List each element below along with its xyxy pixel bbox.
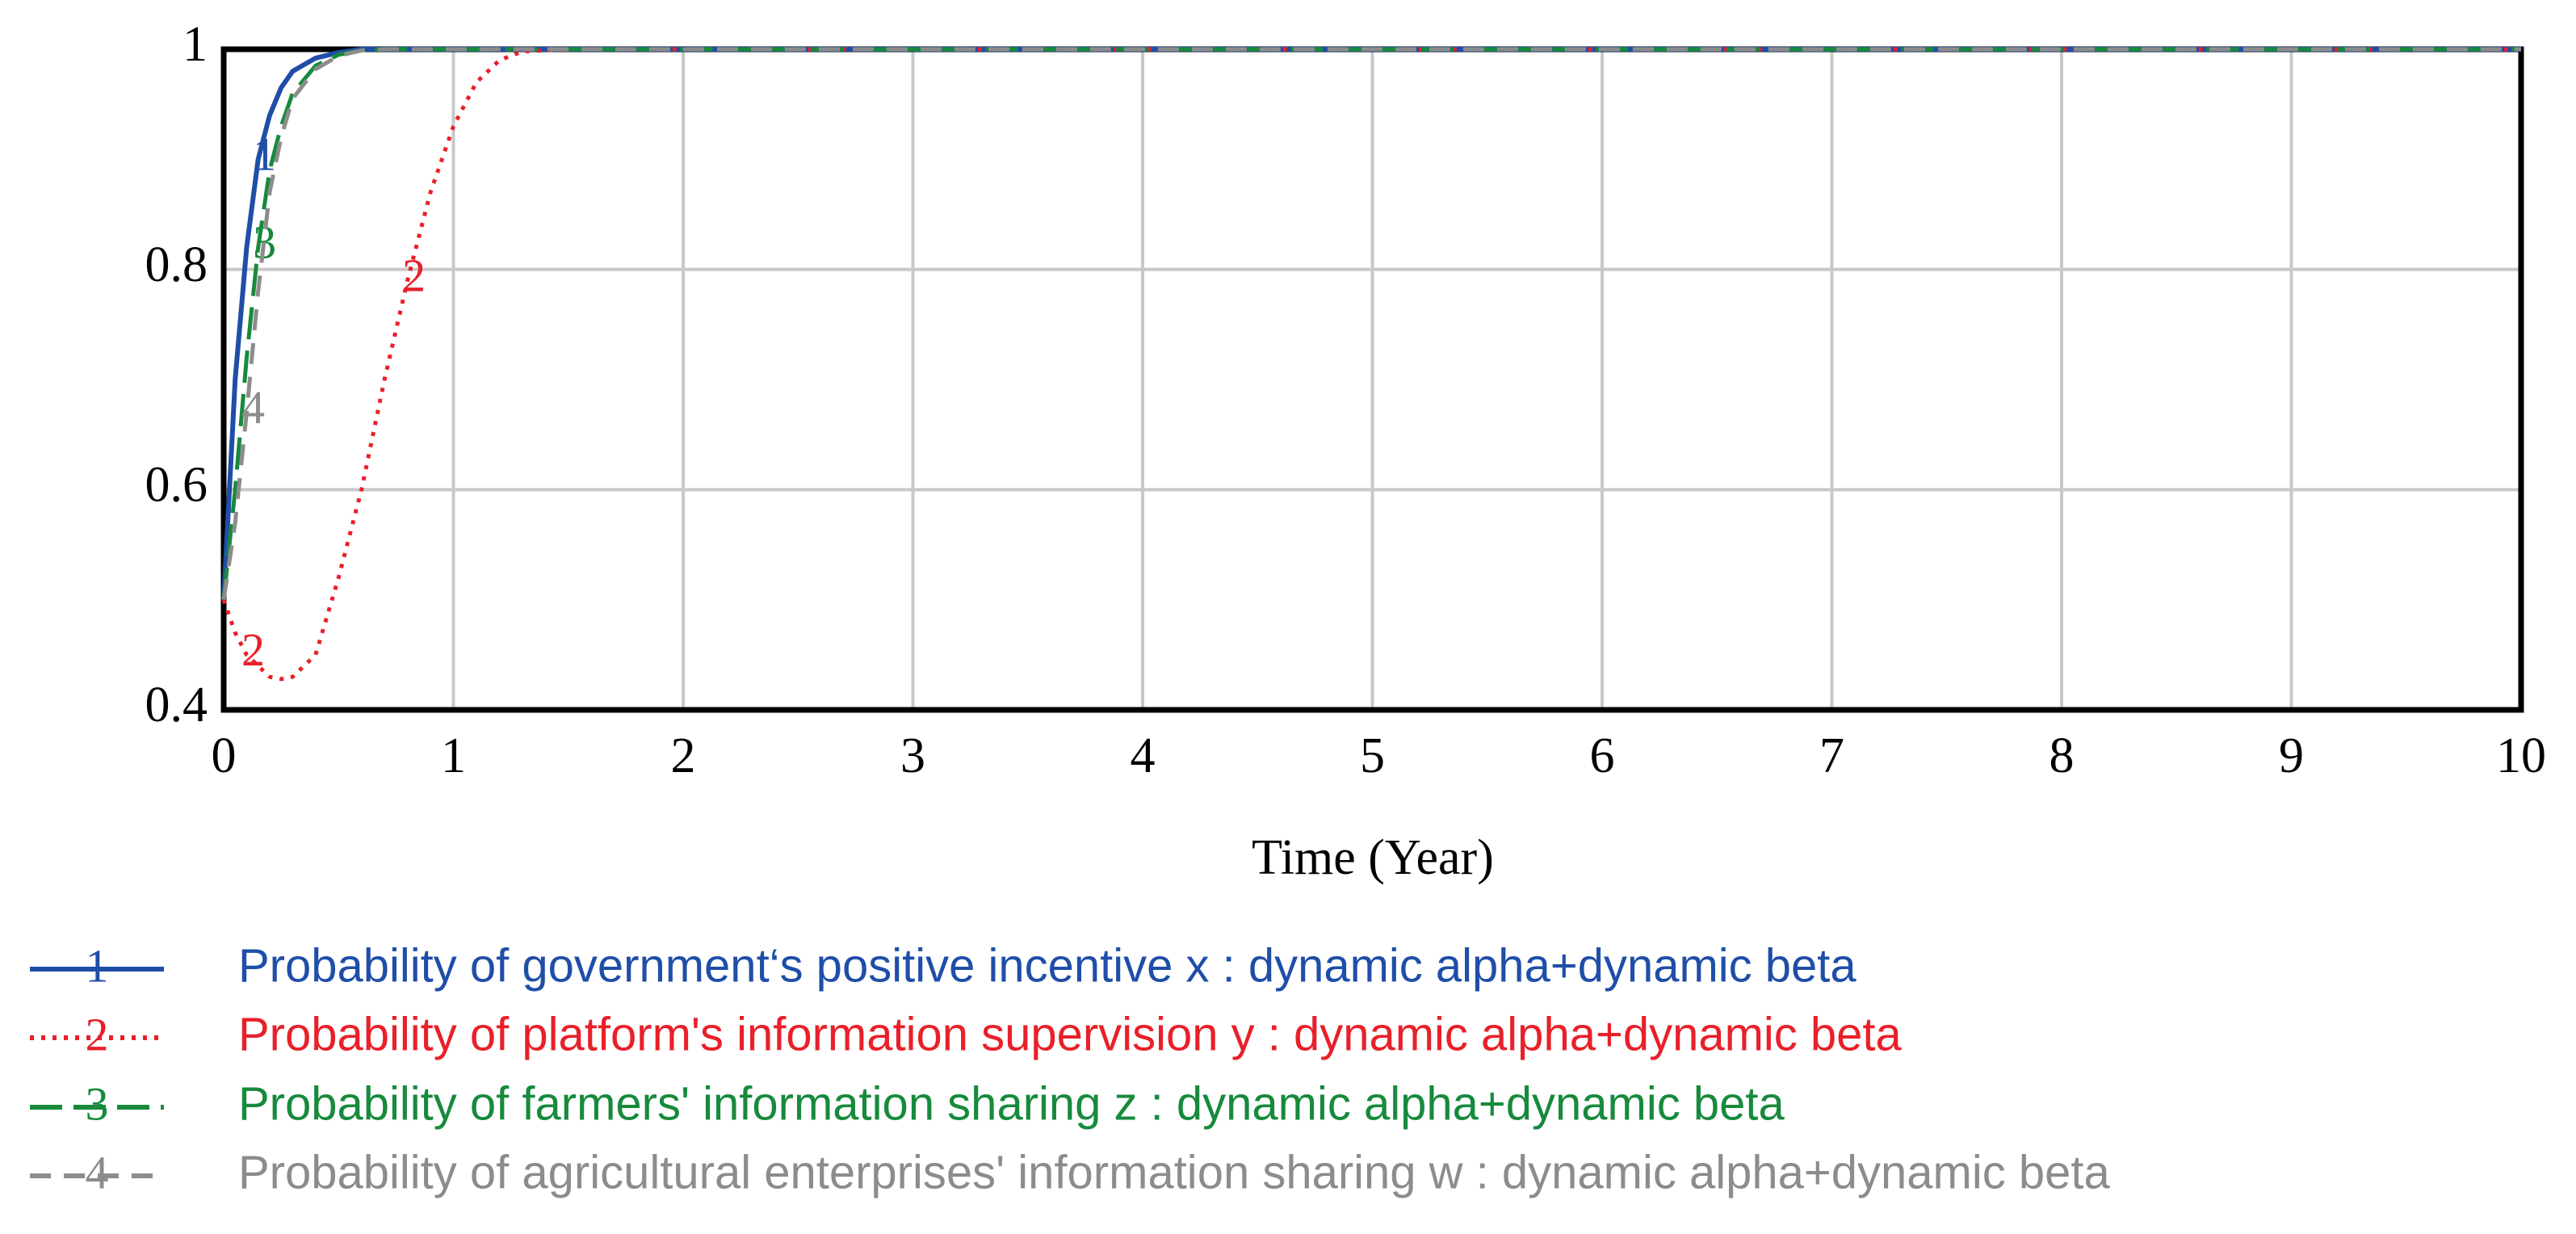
x-tick-label: 4	[1131, 728, 1156, 783]
y-tick-label: 0.8	[145, 237, 208, 292]
legend-label: Probability of agricultural enterprises'…	[238, 1146, 2110, 1198]
x-tick-label: 0	[212, 728, 237, 783]
y-tick-label: 0.4	[145, 678, 208, 732]
x-tick-label: 2	[671, 728, 696, 783]
legend-marker: 2	[86, 1008, 109, 1060]
series-line	[221, 47, 2521, 682]
x-tick-label: 8	[2049, 728, 2075, 783]
legend-label: Probability of platform's information su…	[238, 1008, 1903, 1060]
x-tick-label: 1	[441, 728, 466, 783]
legend-marker: 4	[86, 1146, 109, 1198]
x-tick-label: 3	[900, 728, 925, 783]
legend-label: Probability of government‘s positive inc…	[238, 939, 1856, 992]
legend-label: Probability of farmers' information shar…	[238, 1077, 1785, 1130]
series-marker: 4	[241, 381, 265, 434]
x-tick-label: 9	[2279, 728, 2304, 783]
x-axis-title: Time (Year)	[1252, 830, 1494, 885]
legend-marker: 1	[86, 939, 109, 992]
x-tick-label: 10	[2496, 728, 2546, 783]
series-marker: 2	[402, 250, 426, 302]
series-line	[221, 47, 2521, 601]
x-tick-label: 6	[1590, 728, 1615, 783]
series-marker: 2	[241, 623, 265, 676]
legend-marker: 3	[86, 1077, 109, 1130]
x-tick-label: 5	[1360, 728, 1385, 783]
y-tick-label: 0.6	[145, 458, 208, 513]
x-tick-label: 7	[1819, 728, 1844, 783]
y-tick-label: 1	[183, 17, 208, 72]
